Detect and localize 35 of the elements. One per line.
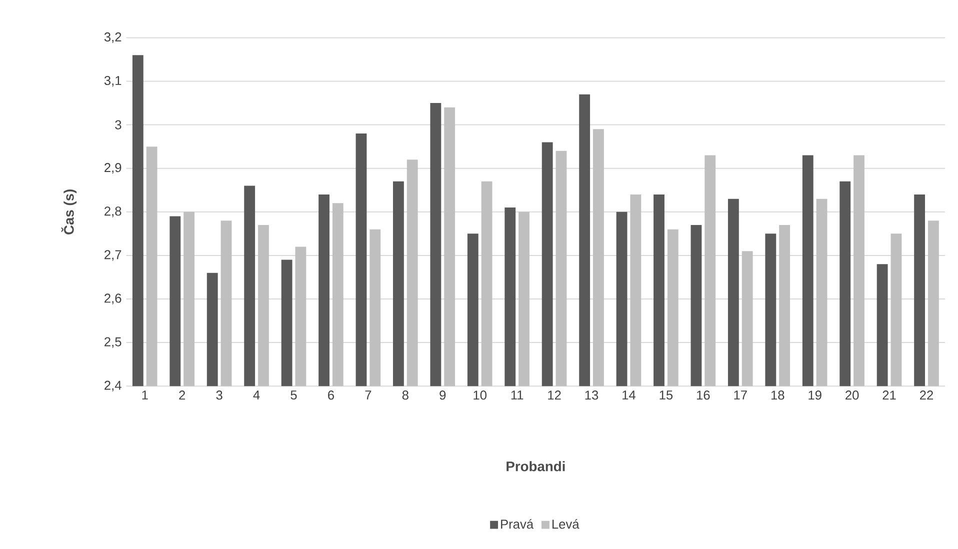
x-tick-label: 13 <box>585 390 598 400</box>
x-tick-label: 1 <box>142 390 148 400</box>
x-tick-label: 14 <box>622 390 636 400</box>
x-tick-label: 18 <box>771 390 784 400</box>
y-tick-label: 2,5 <box>104 337 122 348</box>
x-tick-label: 3 <box>216 390 222 400</box>
y-tick-label: 3,2 <box>104 32 122 44</box>
x-tick-label: 11 <box>511 390 524 400</box>
y-tick-label: 2,7 <box>104 250 122 261</box>
legend-label: Levá <box>552 519 580 529</box>
x-tick-label: 8 <box>402 390 408 400</box>
x-tick-label: 7 <box>365 390 372 400</box>
x-tick-label: 16 <box>697 390 710 400</box>
x-tick-label: 22 <box>920 390 933 400</box>
x-tick-label: 5 <box>290 390 297 400</box>
y-tick-label: 2,6 <box>104 294 122 304</box>
x-tick-label: 20 <box>846 390 859 400</box>
legend-label: Pravá <box>501 519 534 529</box>
x-tick-label: 21 <box>882 390 896 400</box>
x-tick-label: 17 <box>734 390 747 400</box>
y-tick-label: 3 <box>115 120 122 130</box>
y-axis-title: Čas (s) <box>61 190 77 234</box>
y-tick-label: 2,9 <box>104 163 122 174</box>
x-tick-label: 9 <box>440 390 446 400</box>
x-tick-label: 19 <box>808 390 822 400</box>
y-tick-label: 2,8 <box>104 206 122 218</box>
x-tick-label: 12 <box>548 390 561 400</box>
y-tick-label: 2,4 <box>104 380 122 392</box>
x-tick-label: 15 <box>660 390 673 400</box>
x-tick-label: 6 <box>328 390 334 400</box>
x-tick-label: 4 <box>253 390 260 400</box>
x-tick-label: 2 <box>179 390 186 400</box>
x-tick-label: 10 <box>474 390 486 400</box>
y-tick-label: 3,1 <box>104 76 122 87</box>
x-axis-title: Probandi <box>506 461 565 472</box>
